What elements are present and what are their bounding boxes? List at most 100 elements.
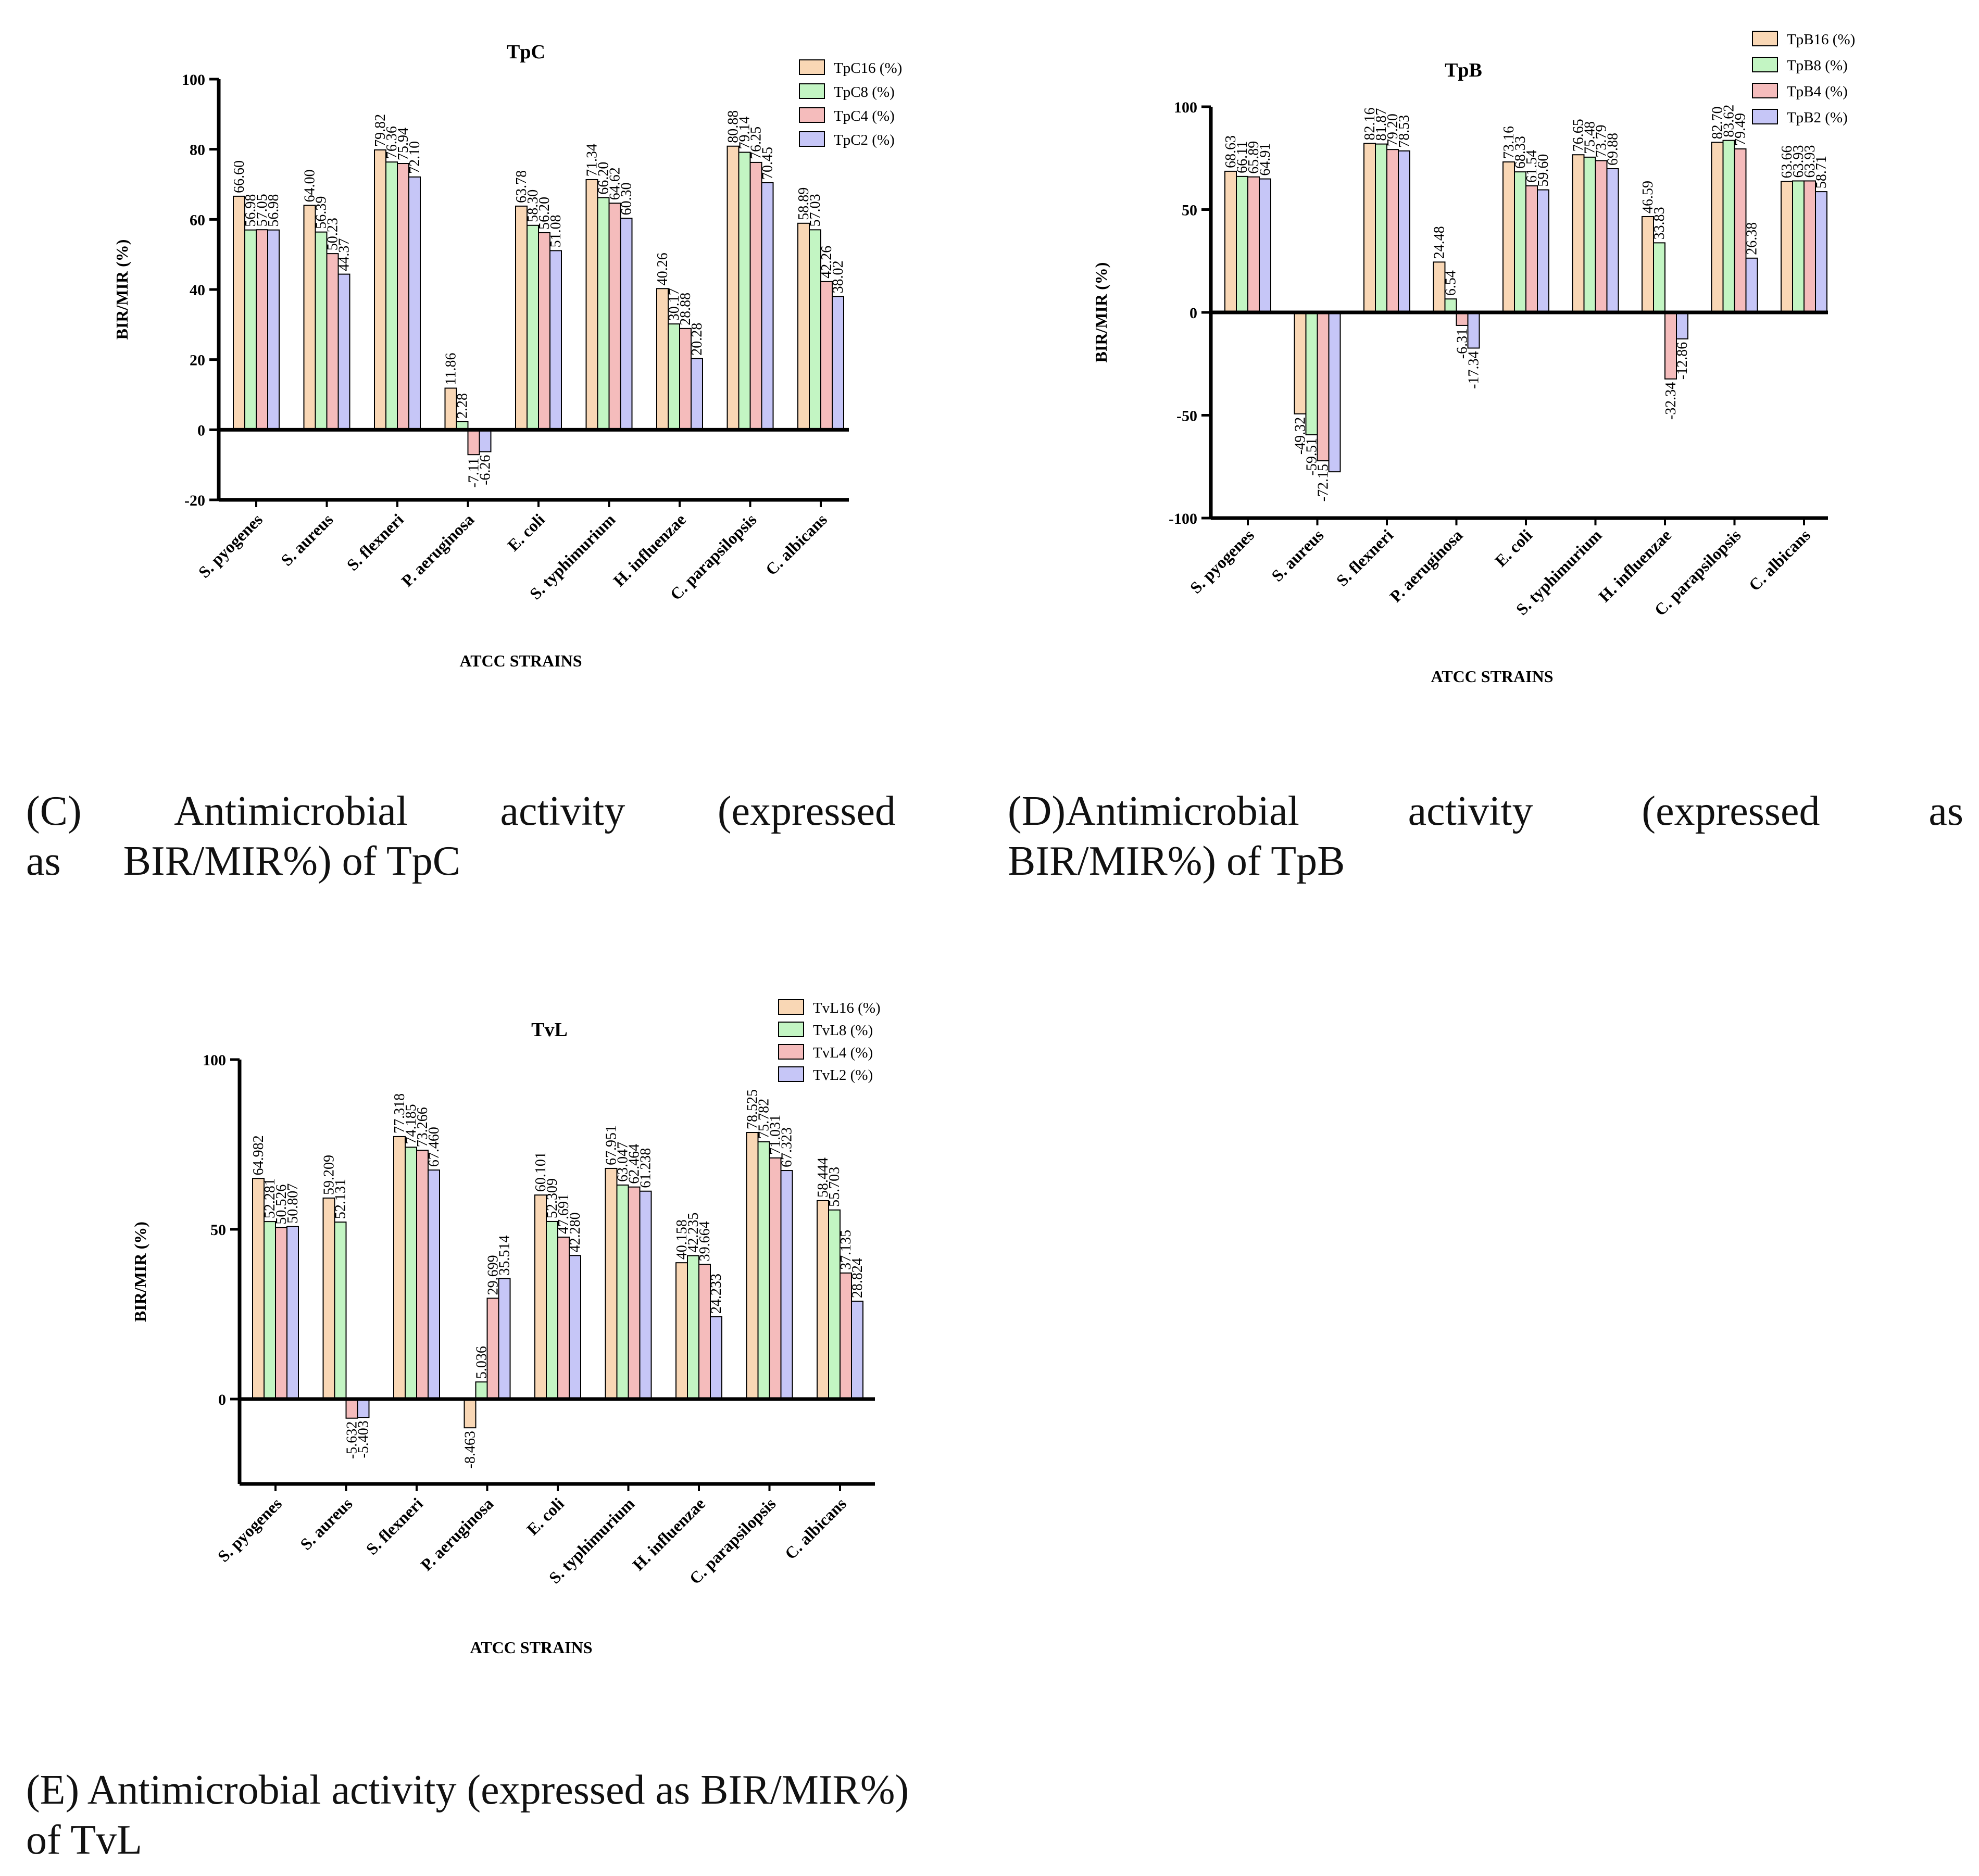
data-label: 72.10 xyxy=(407,141,423,174)
data-label: 40.158 xyxy=(674,1219,690,1260)
legend-label: TvL8 (%) xyxy=(813,1022,873,1039)
caption-c: (C) Antimicrobial activity (expressed as… xyxy=(26,786,896,886)
bar xyxy=(1502,161,1515,313)
bar xyxy=(1722,140,1735,313)
x-tick-label: S. flexneri xyxy=(343,510,407,574)
y-tick-label: 60 xyxy=(190,211,205,229)
bar xyxy=(486,1298,499,1400)
bar xyxy=(385,161,398,431)
legend-label: TpB2 (%) xyxy=(1787,109,1848,126)
data-label: 52.281 xyxy=(262,1178,278,1218)
data-label: 58.30 xyxy=(525,190,541,222)
data-label: 20.28 xyxy=(689,323,705,356)
bar xyxy=(749,161,762,431)
data-label: 80.88 xyxy=(725,110,742,143)
data-label: 37.135 xyxy=(838,1230,854,1270)
bar xyxy=(233,195,245,431)
legend-swatch xyxy=(778,1066,804,1082)
data-label: 47.691 xyxy=(556,1194,572,1234)
data-label: 56.39 xyxy=(314,196,330,229)
bar xyxy=(1375,143,1387,313)
bar xyxy=(620,218,633,431)
x-tick-label: S. pyogenes xyxy=(214,1494,285,1565)
bar xyxy=(608,203,621,431)
y-tick-label: -20 xyxy=(184,492,205,509)
data-label: 77.318 xyxy=(392,1093,408,1134)
y-tick-label: 20 xyxy=(190,352,205,369)
bar xyxy=(1583,156,1596,313)
data-label: 55.703 xyxy=(826,1167,843,1207)
bar xyxy=(1803,180,1816,313)
caption-e: (E) Antimicrobial activity (expressed as… xyxy=(26,1765,1016,1865)
data-label: 71.34 xyxy=(584,144,600,177)
y-tick-label: 0 xyxy=(1189,305,1197,322)
data-label: 78.53 xyxy=(1396,115,1412,148)
bar xyxy=(746,1132,759,1400)
data-label: 67.951 xyxy=(604,1125,620,1165)
bar xyxy=(1537,189,1549,313)
data-label: 75.94 xyxy=(395,128,411,160)
x-tick-label: S. flexneri xyxy=(1332,525,1397,590)
data-label: 59.60 xyxy=(1535,154,1551,187)
bar xyxy=(1317,312,1330,461)
bar xyxy=(710,1316,722,1400)
legend-label: TpB8 (%) xyxy=(1787,57,1848,74)
data-label: 71.031 xyxy=(768,1115,784,1155)
caption-d-word: as xyxy=(1928,788,1963,834)
x-tick-label: E. coli xyxy=(1491,525,1536,570)
legend-label: TpC4 (%) xyxy=(834,108,895,124)
data-label: 44.37 xyxy=(336,238,353,271)
bar xyxy=(322,1197,335,1400)
data-label: 39.664 xyxy=(697,1221,713,1261)
legend-swatch xyxy=(1752,109,1778,124)
bar xyxy=(337,273,350,431)
data-label: 24.233 xyxy=(708,1274,724,1314)
bar xyxy=(416,1150,429,1400)
bar xyxy=(475,1381,488,1400)
data-label: 75.48 xyxy=(1582,121,1598,154)
bar xyxy=(628,1186,641,1400)
bar xyxy=(1444,298,1457,313)
data-label: 63.78 xyxy=(513,170,530,203)
data-label: -12.86 xyxy=(1674,342,1690,380)
data-label: 33.83 xyxy=(1651,207,1668,240)
legend-label: TvL16 (%) xyxy=(813,1000,881,1016)
legend-swatch xyxy=(778,1044,804,1060)
bar xyxy=(428,1169,440,1400)
data-label: 66.20 xyxy=(596,162,612,195)
data-label: -6.26 xyxy=(478,455,494,485)
y-tick-label: -50 xyxy=(1176,408,1197,425)
data-label: -5.403 xyxy=(356,1420,372,1458)
legend-label: TvL4 (%) xyxy=(813,1044,873,1061)
x-tick-label: E. coli xyxy=(504,510,548,555)
data-label: 70.45 xyxy=(760,147,776,180)
bar xyxy=(597,197,610,431)
data-label: -8.463 xyxy=(462,1431,479,1468)
caption-c-word: (C) xyxy=(26,788,82,834)
bar xyxy=(498,1278,511,1400)
legend-swatch xyxy=(1752,31,1778,46)
data-label: 42.26 xyxy=(819,246,835,279)
data-label: 42.235 xyxy=(685,1213,702,1253)
caption-d-word: (expressed xyxy=(1642,788,1820,834)
bar xyxy=(256,229,268,431)
x-axis-label: ATCC STRAINS xyxy=(470,1638,592,1657)
legend-label: TpB16 (%) xyxy=(1787,31,1855,48)
x-tick-label: S. pyogenes xyxy=(1186,525,1258,597)
x-axis-label: ATCC STRAINS xyxy=(1431,667,1553,686)
bar xyxy=(479,429,492,452)
data-label: 60.30 xyxy=(619,182,635,215)
bar xyxy=(1781,181,1793,313)
x-tick-label: S. flexneri xyxy=(362,1494,427,1558)
data-label: 57.05 xyxy=(254,194,270,226)
bar xyxy=(1514,171,1526,313)
data-label: 58.444 xyxy=(815,1157,831,1198)
bar xyxy=(1224,170,1237,313)
bar xyxy=(668,323,680,431)
bar xyxy=(467,429,480,456)
bar xyxy=(1653,242,1665,313)
bar xyxy=(851,1301,863,1400)
caption-d-word: (D)Antimicrobial xyxy=(1008,788,1299,834)
bar xyxy=(1467,312,1480,349)
data-label: 56.20 xyxy=(536,197,553,230)
